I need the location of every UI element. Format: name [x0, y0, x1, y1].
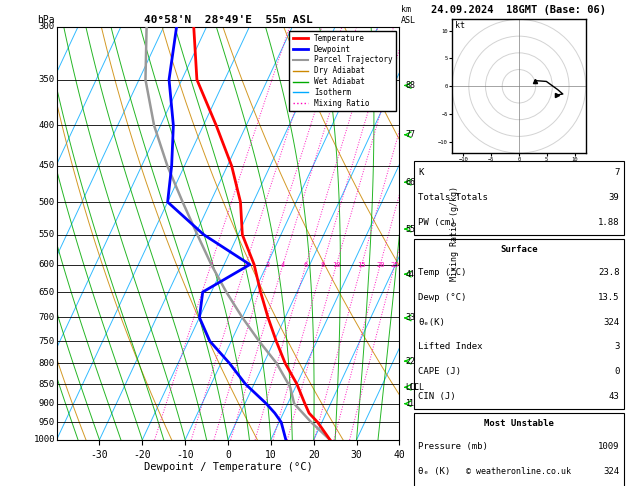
- Text: 15: 15: [357, 261, 366, 268]
- Text: 700: 700: [39, 313, 55, 322]
- Text: kt: kt: [455, 21, 465, 30]
- Text: CAPE (J): CAPE (J): [418, 367, 462, 376]
- Text: 8: 8: [406, 81, 411, 90]
- Text: 6: 6: [304, 261, 308, 268]
- Text: Temp (°C): Temp (°C): [418, 268, 467, 277]
- Text: 400: 400: [39, 121, 55, 130]
- Text: 4: 4: [406, 270, 411, 278]
- Text: 350: 350: [39, 75, 55, 84]
- Text: 850: 850: [39, 380, 55, 389]
- Text: 450: 450: [39, 161, 55, 171]
- Text: 800: 800: [39, 359, 55, 368]
- Text: 2: 2: [409, 357, 414, 365]
- Text: 900: 900: [39, 399, 55, 408]
- Text: Most Unstable: Most Unstable: [484, 419, 554, 428]
- Text: 7: 7: [409, 130, 414, 139]
- Text: Pressure (mb): Pressure (mb): [418, 442, 488, 451]
- Text: 950: 950: [39, 418, 55, 427]
- Text: PW (cm): PW (cm): [418, 218, 456, 227]
- Text: 13.5: 13.5: [598, 293, 620, 302]
- Text: 2: 2: [406, 357, 411, 365]
- Text: LCL: LCL: [406, 383, 420, 392]
- Text: 1.88: 1.88: [598, 218, 620, 227]
- Text: 600: 600: [39, 260, 55, 269]
- Text: 0: 0: [614, 367, 620, 376]
- Text: 6: 6: [406, 178, 411, 187]
- Text: Mixing Ratio (g/kg): Mixing Ratio (g/kg): [450, 186, 459, 281]
- Text: 3: 3: [409, 313, 414, 322]
- Text: θₑ (K): θₑ (K): [418, 467, 450, 476]
- Text: 1: 1: [209, 261, 213, 268]
- Text: 550: 550: [39, 230, 55, 239]
- Text: 1: 1: [409, 399, 414, 408]
- Text: 3: 3: [406, 313, 411, 322]
- Text: 1000: 1000: [33, 435, 55, 444]
- Bar: [414, 160, 624, 235]
- Text: hPa: hPa: [37, 15, 55, 25]
- Text: 5: 5: [409, 225, 414, 234]
- Text: 6: 6: [409, 178, 414, 187]
- Text: 1: 1: [406, 399, 411, 408]
- Text: 24.09.2024  18GMT (Base: 06): 24.09.2024 18GMT (Base: 06): [431, 5, 606, 15]
- Text: 1009: 1009: [598, 442, 620, 451]
- X-axis label: Dewpoint / Temperature (°C): Dewpoint / Temperature (°C): [143, 462, 313, 472]
- Text: © weatheronline.co.uk: © weatheronline.co.uk: [467, 468, 571, 476]
- Text: 650: 650: [39, 288, 55, 296]
- Text: 3: 3: [265, 261, 269, 268]
- Bar: [414, 239, 624, 409]
- Text: 10: 10: [332, 261, 341, 268]
- Text: 300: 300: [39, 22, 55, 31]
- Text: Dewp (°C): Dewp (°C): [418, 293, 467, 302]
- Text: θₑ(K): θₑ(K): [418, 317, 445, 327]
- Text: Surface: Surface: [500, 245, 538, 254]
- Text: 7: 7: [406, 130, 411, 139]
- Text: Lifted Index: Lifted Index: [418, 342, 483, 351]
- Text: 5: 5: [406, 225, 411, 234]
- Text: 43: 43: [609, 392, 620, 401]
- Text: 750: 750: [39, 337, 55, 346]
- Text: Totals Totals: Totals Totals: [418, 193, 488, 202]
- Text: K: K: [418, 169, 424, 177]
- Text: 4: 4: [281, 261, 285, 268]
- Text: CIN (J): CIN (J): [418, 392, 456, 401]
- Text: 39: 39: [609, 193, 620, 202]
- Bar: [414, 413, 624, 486]
- Text: 8: 8: [409, 81, 414, 90]
- Legend: Temperature, Dewpoint, Parcel Trajectory, Dry Adiabat, Wet Adiabat, Isotherm, Mi: Temperature, Dewpoint, Parcel Trajectory…: [289, 31, 396, 111]
- Text: 8: 8: [321, 261, 325, 268]
- Text: 2: 2: [243, 261, 248, 268]
- Text: 23.8: 23.8: [598, 268, 620, 277]
- Title: 40°58'N  28°49'E  55m ASL: 40°58'N 28°49'E 55m ASL: [143, 15, 313, 25]
- Text: 4: 4: [409, 270, 414, 278]
- Text: 500: 500: [39, 197, 55, 207]
- Text: 7: 7: [614, 169, 620, 177]
- Text: 3: 3: [614, 342, 620, 351]
- Text: km
ASL: km ASL: [401, 5, 416, 25]
- Text: 20: 20: [376, 261, 384, 268]
- Text: 324: 324: [603, 467, 620, 476]
- Text: LCL: LCL: [409, 383, 424, 392]
- Text: 25: 25: [391, 261, 399, 268]
- Text: 324: 324: [603, 317, 620, 327]
